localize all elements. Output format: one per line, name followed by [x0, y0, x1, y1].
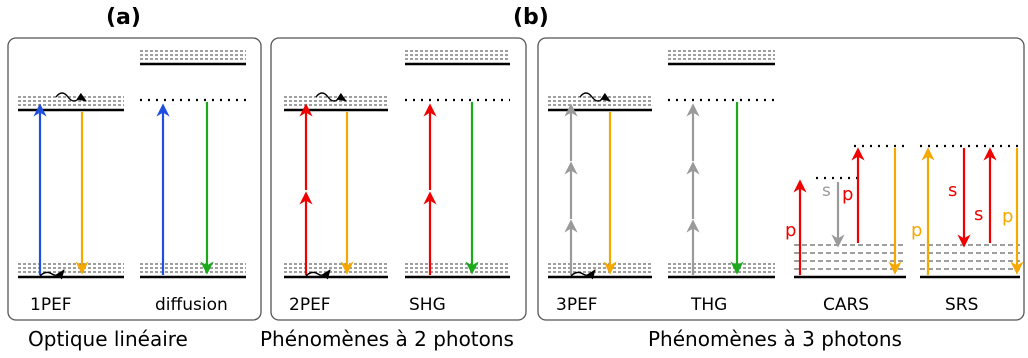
caption-two-photon: Phénomènes à 2 photons: [260, 327, 514, 351]
srs-pump-label-2: p: [1002, 206, 1013, 227]
panel-linear-frame: [7, 37, 262, 321]
cars-pump-label-1: p: [785, 220, 796, 241]
diagram-thg: [668, 50, 775, 279]
diagram-3pef: [548, 92, 652, 280]
cars-pump-label-2: p: [842, 184, 853, 205]
label-srs: SRS: [945, 295, 978, 315]
panel-two-photon-frame: [270, 37, 527, 321]
diagram-cars: p s p: [785, 144, 906, 279]
label-cars: CARS: [823, 295, 869, 315]
label-1pef: 1PEF: [30, 295, 72, 315]
diagram-2pef: [284, 92, 388, 280]
label-shg: SHG: [409, 295, 446, 315]
label-2pef: 2PEF: [289, 295, 331, 315]
diagram-srs: p s s p: [911, 144, 1024, 279]
srs-stokes-label-2: s: [974, 204, 983, 225]
caption-three-photon: Phénomènes à 3 photons: [648, 327, 902, 351]
label-thg: THG: [690, 295, 727, 315]
srs-pump-label-1: p: [911, 220, 922, 241]
srs-stokes-label-1: s: [948, 180, 957, 201]
caption-linear: Optique linéaire: [28, 327, 188, 351]
diagram-1pef: [18, 92, 124, 280]
panel-label-b: (b): [513, 5, 549, 30]
panel-three-photon-frame: [537, 37, 1025, 321]
diagram-shg: [405, 50, 510, 279]
cars-stokes-label: s: [822, 181, 831, 201]
panel-label-a: (a): [106, 5, 141, 30]
label-3pef: 3PEF: [556, 295, 598, 315]
label-diffusion: diffusion: [155, 295, 228, 315]
diagram-diffusion: [140, 50, 246, 279]
